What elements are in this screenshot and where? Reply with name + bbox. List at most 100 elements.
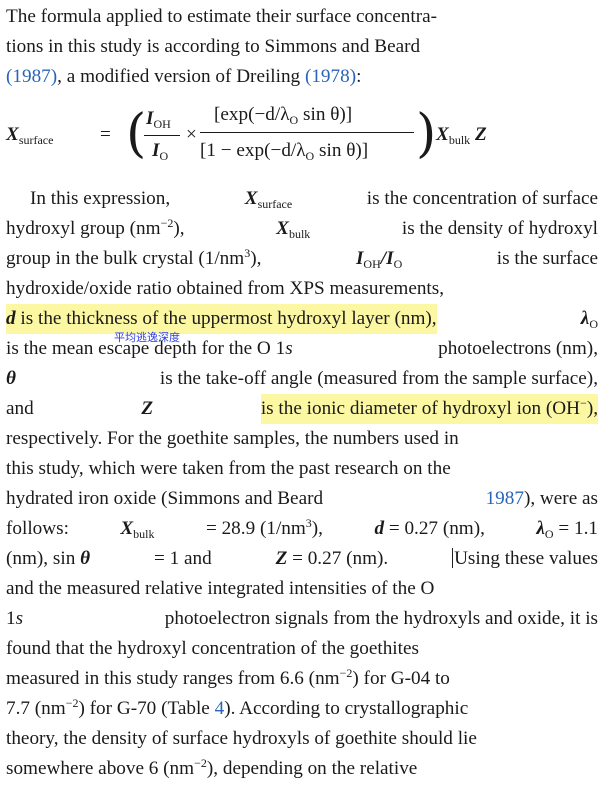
text-span: 7.7 (nm: [6, 698, 66, 719]
text-span: = 28.9 (1/nm: [205, 518, 306, 539]
annotation-note: 平均逃逸深度: [114, 331, 180, 344]
equation-text: [1 − exp(−d/λ: [200, 140, 306, 161]
text-span: 1s: [6, 604, 23, 634]
text-span: photoelectron signals from the hydroxyls…: [164, 608, 598, 629]
text-span: is the concentration of surface: [366, 188, 598, 209]
text-span: photoelectrons (nm),: [438, 338, 598, 359]
text-span: is the take-off angle (measured from the…: [159, 368, 598, 389]
text-span: , a modified version of Dreiling: [57, 66, 305, 87]
citation-link[interactable]: 1987: [485, 488, 524, 509]
superscript: −2: [339, 666, 353, 680]
text-span: is the mean escape depth for the O 1s: [6, 334, 293, 364]
math-var: θ: [80, 548, 91, 569]
text-line: 1s photoelectron signals from the hydrox…: [6, 604, 598, 634]
text-span: Xsurface: [245, 184, 292, 214]
equation-subscript: O: [289, 113, 299, 127]
equation-var: I: [146, 108, 154, 129]
math-var: Z: [275, 548, 288, 569]
text-span: group in the bulk crystal (1/nm: [6, 248, 245, 269]
text-line: d is the thickness of the uppermost hydr…: [6, 304, 598, 334]
text-span: is the surface: [496, 248, 598, 269]
superscript: −2: [160, 216, 174, 230]
equation-rhs: Xbulk Z: [436, 124, 487, 146]
text-span: 1987), were as: [486, 484, 598, 514]
equation-numerator-2: [exp(−d/λO sin θ)]: [214, 104, 352, 126]
text-span: group in the bulk crystal (1/nm3),: [6, 244, 261, 274]
text-span: = 0.27 (nm),: [388, 518, 485, 539]
equation-var: I: [152, 140, 160, 161]
text-line: this study, which were taken from the pa…: [6, 454, 598, 484]
equation-subscript: bulk: [448, 133, 471, 147]
text-line: hydrated iron oxide (Simmons and Beard 1…: [6, 484, 598, 514]
text-line: hydroxide/oxide ratio obtained from XPS …: [6, 274, 598, 304]
text-span: = 1.1: [558, 518, 598, 539]
math-var: X: [120, 518, 134, 539]
text-span: The formula applied to estimate their su…: [6, 6, 437, 27]
text-span: ), were as: [523, 488, 598, 509]
text-span: ) for G-70 (Table: [78, 698, 210, 719]
text-span: measured in this study ranges from 6.6 (…: [6, 664, 450, 694]
equation-numerator-1: IOH: [146, 108, 171, 130]
math-subscript: O: [589, 317, 598, 331]
citation-link[interactable]: (1987): [6, 66, 58, 87]
text-span: respectively. For the goethite samples, …: [6, 428, 459, 449]
text-span: theory, the density of surface hydroxyls…: [6, 728, 477, 749]
equation-subscript: O: [305, 149, 315, 163]
text-span: Z = 0.27 (nm).: [276, 544, 389, 574]
text-span: ) for G-04 to: [352, 668, 450, 689]
table-link[interactable]: 4: [214, 698, 225, 719]
math-var: λ: [580, 308, 590, 329]
text-span: is the density of hydroxyl: [401, 218, 598, 239]
equation-var: X: [6, 124, 19, 145]
equation: Xsurface = ( IOH IO × [exp(−d/λO sin θ)]…: [0, 98, 604, 176]
text-line: group in the bulk crystal (1/nm3), IOH/I…: [6, 244, 598, 274]
equation-times: ×: [186, 124, 197, 145]
text-span: tions in this study is according to Simm…: [6, 36, 421, 57]
fraction-bar: [144, 135, 180, 137]
text-span: ). According to crystallographic: [224, 698, 469, 719]
math-subscript: bulk: [133, 527, 155, 541]
math-var: X: [244, 188, 258, 209]
text-span: somewhere above 6 (nm: [6, 758, 195, 779]
superscript: −2: [194, 756, 207, 770]
equation-var: X: [436, 124, 449, 145]
math-var: s: [15, 608, 24, 629]
text-span: follows:: [6, 518, 69, 539]
text-span: somewhere above 6 (nm−2), depending on t…: [6, 754, 417, 784]
text-span: is the ionic diameter of hydroxyl ion (O…: [260, 398, 581, 419]
math-var: /: [380, 248, 387, 269]
text-span: found that the hydroxyl concentration of…: [6, 638, 419, 659]
text-line: somewhere above 6 (nm−2), depending on t…: [6, 754, 598, 784]
text-span: (nm), sin θ: [6, 544, 90, 574]
text-span: measured in this study ranges from 6.6 (…: [6, 668, 340, 689]
text-span: ),: [311, 518, 323, 539]
text-span: ),: [586, 398, 598, 419]
math-var: d: [6, 308, 16, 329]
text-cursor: [452, 548, 454, 568]
text-span: IOH/IO: [356, 244, 402, 274]
text-span: λO = 1.1: [536, 514, 598, 544]
highlighted-text: is the ionic diameter of hydroxyl ion (O…: [260, 394, 598, 424]
text-span: λO: [581, 304, 598, 334]
superscript: −: [580, 396, 587, 410]
text-span: Using these values: [452, 544, 598, 574]
text-line: measured in this study ranges from 6.6 (…: [6, 664, 598, 694]
equation-text: sin θ)]: [298, 104, 353, 125]
math-var: λ: [536, 518, 545, 539]
highlighted-text: d is the thickness of the uppermost hydr…: [6, 304, 437, 334]
text-span: = 0.27 (nm).: [292, 548, 389, 569]
equation-subscript: OH: [153, 117, 171, 131]
text-span: Using these values: [454, 548, 598, 569]
text-span: Xbulk: [120, 514, 154, 544]
math-var: X: [276, 218, 289, 239]
text-line: respectively. For the goethite samples, …: [6, 424, 598, 454]
citation-link[interactable]: (1978): [304, 66, 357, 87]
text-span: = 1 and: [153, 548, 212, 569]
text-span: and the measured relative integrated int…: [6, 578, 435, 599]
text-span: ),: [250, 248, 262, 269]
text-span: :: [356, 66, 362, 87]
text-span: is the mean escape depth for the O 1: [6, 338, 286, 359]
equation-right-paren: ): [416, 104, 437, 164]
text-span: is the thickness of the uppermost hydrox…: [20, 308, 437, 329]
